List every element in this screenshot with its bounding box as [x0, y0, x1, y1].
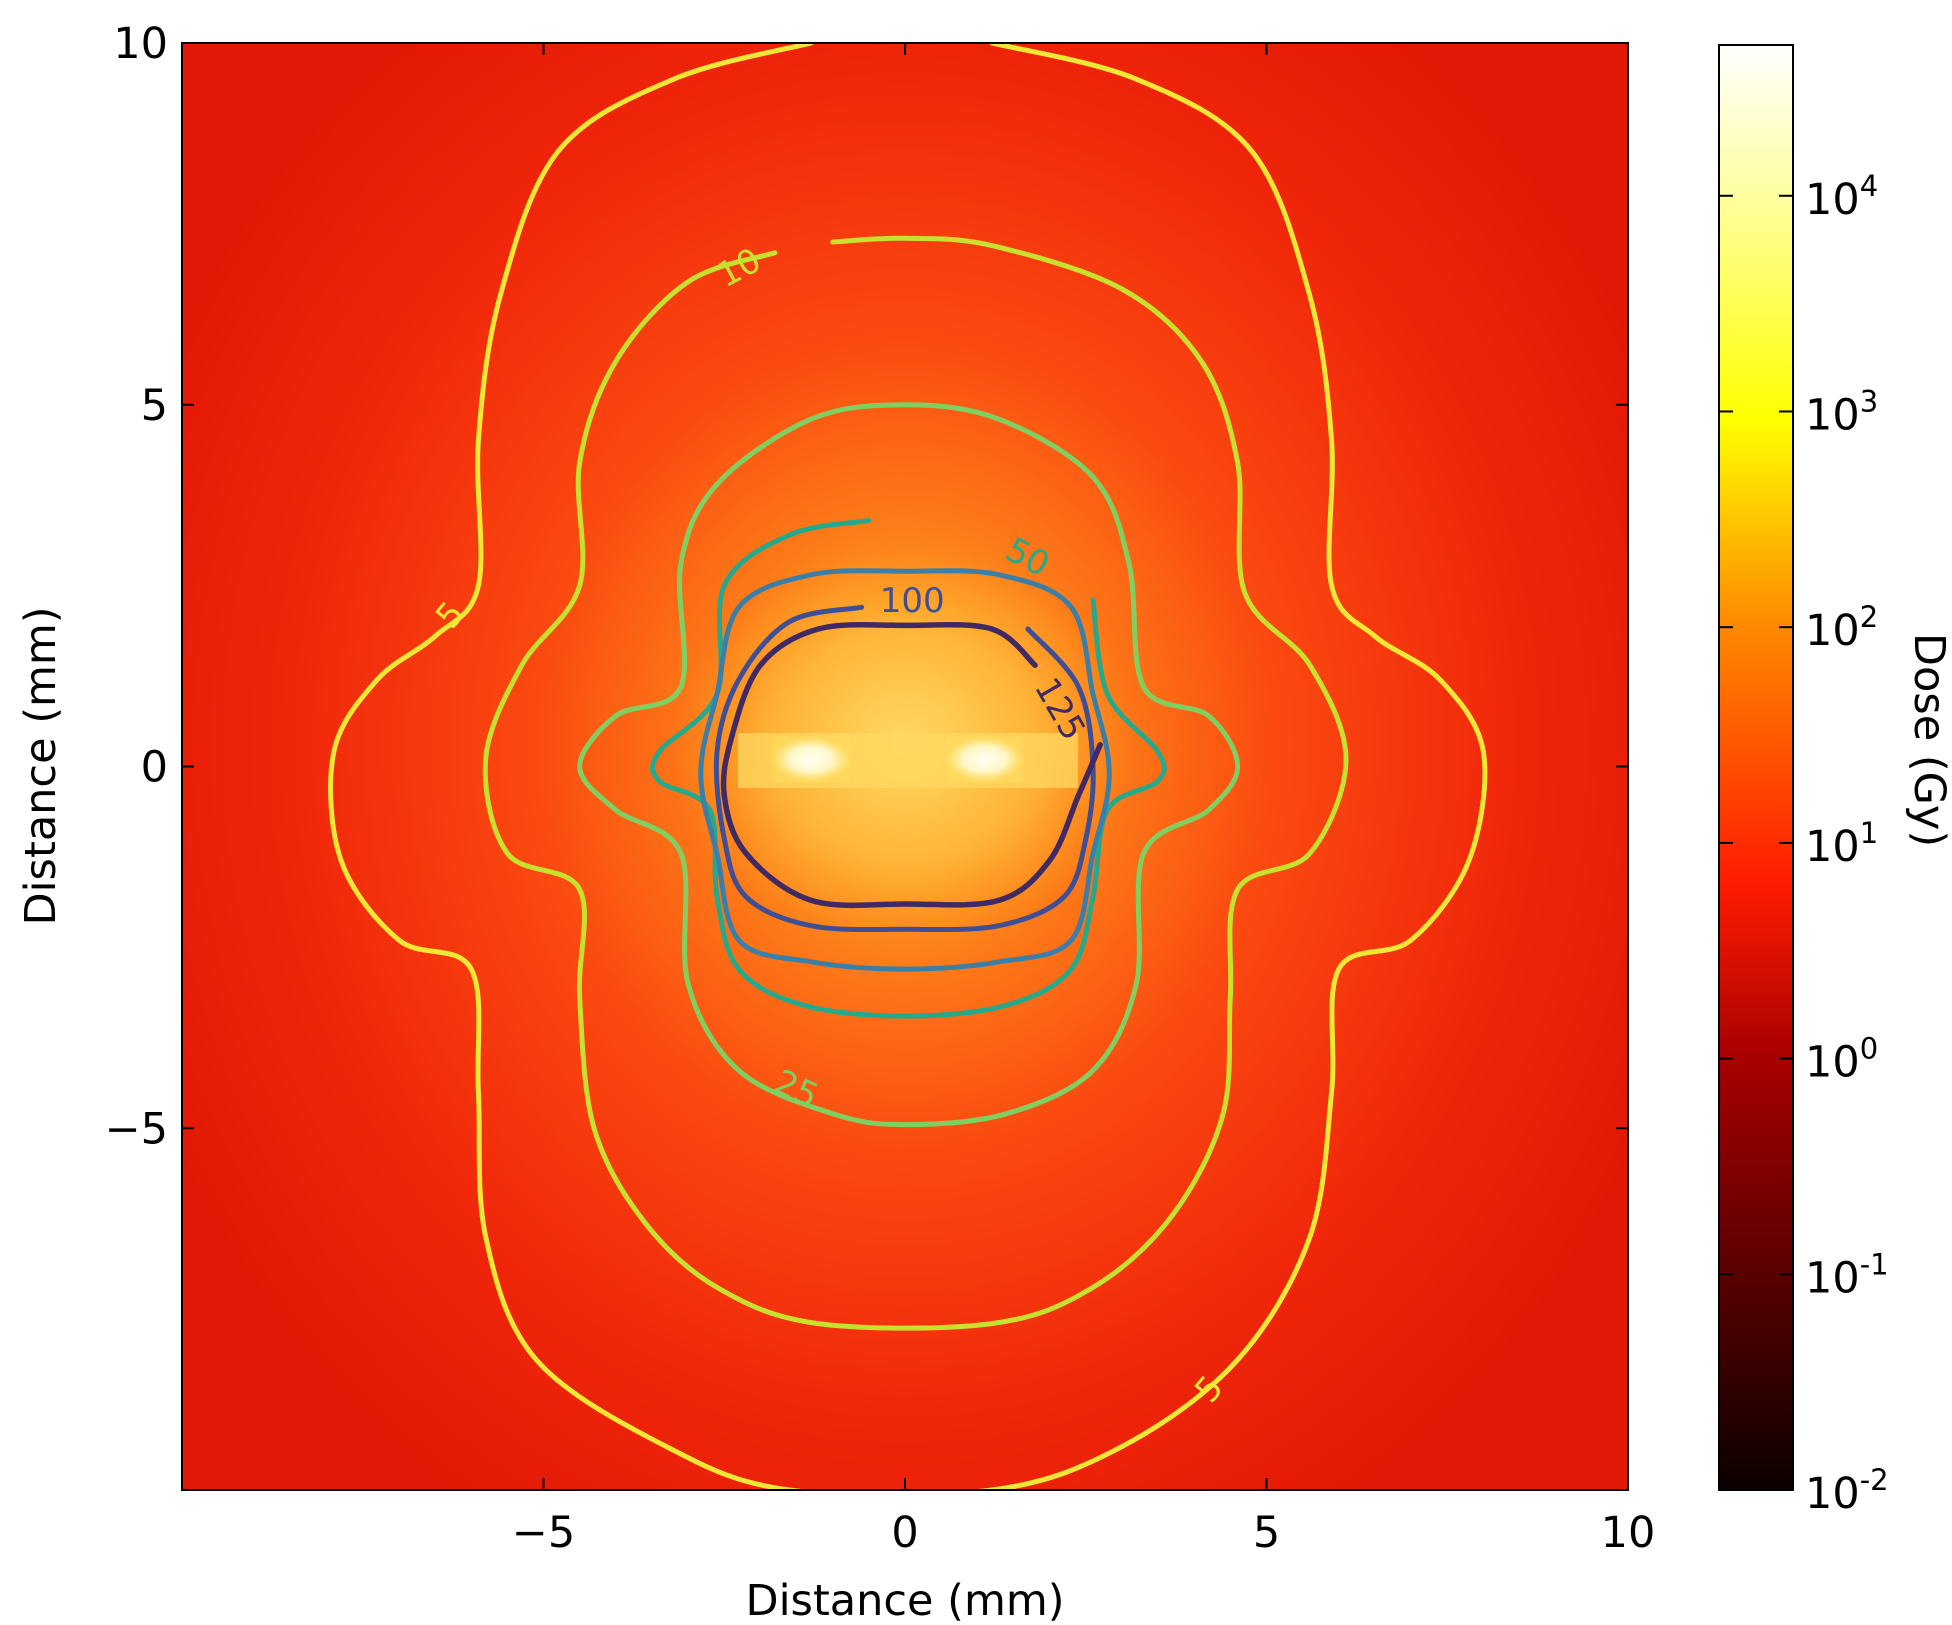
x-axis-ticks: −5 0 5 10 [512, 43, 1656, 1558]
y-tick-label: 10 [113, 19, 168, 69]
x-tick-label: 0 [891, 1508, 918, 1558]
colorbar-tick-label: 103 [1805, 384, 1878, 440]
contour-10 [482, 235, 1349, 1331]
colorbar-tick-label: 102 [1805, 600, 1878, 656]
contour-100 [713, 604, 1096, 933]
colorbar-tick-label: 104 [1805, 169, 1878, 225]
hot-spot-2 [944, 736, 1025, 783]
contour-75 [698, 568, 1112, 972]
colorbar-label: Dose (Gy) [1904, 633, 1952, 847]
contour-5 [328, 43, 1488, 1490]
contour-label-100-1: 100 [880, 581, 945, 621]
colorbar-tick-label: 100 [1805, 1032, 1878, 1088]
x-axis-label: Distance (mm) [745, 1576, 1064, 1625]
colorbar-gradient [1718, 44, 1794, 1491]
colorbar-tick-label: 10-2 [1805, 1463, 1889, 1519]
y-axis-ticks: 10 5 0 −5 [105, 19, 1628, 1154]
y-tick-label: 0 [141, 743, 168, 793]
colorbar-ticks: 10-2 10-1 100 101 102 103 104 [1719, 169, 1889, 1519]
hot-spot-1 [771, 736, 851, 783]
colorbar: 10-2 10-1 100 101 102 103 104 Dose (Gy) [1718, 44, 1952, 1519]
colorbar-tick-label: 101 [1805, 816, 1878, 872]
hotspots-layer [771, 736, 1025, 783]
x-tick-label: 5 [1253, 1508, 1280, 1558]
y-tick-label: 5 [141, 381, 168, 431]
x-tick-label: 10 [1601, 1508, 1656, 1558]
y-axis-label: Distance (mm) [16, 606, 66, 925]
x-tick-label: −5 [512, 1508, 575, 1558]
contour-125 [720, 621, 1103, 909]
contours-layer [328, 43, 1488, 1490]
contour-25 [577, 402, 1241, 1128]
y-tick-label: −5 [105, 1104, 168, 1154]
colorbar-tick-label: 10-1 [1805, 1247, 1889, 1303]
